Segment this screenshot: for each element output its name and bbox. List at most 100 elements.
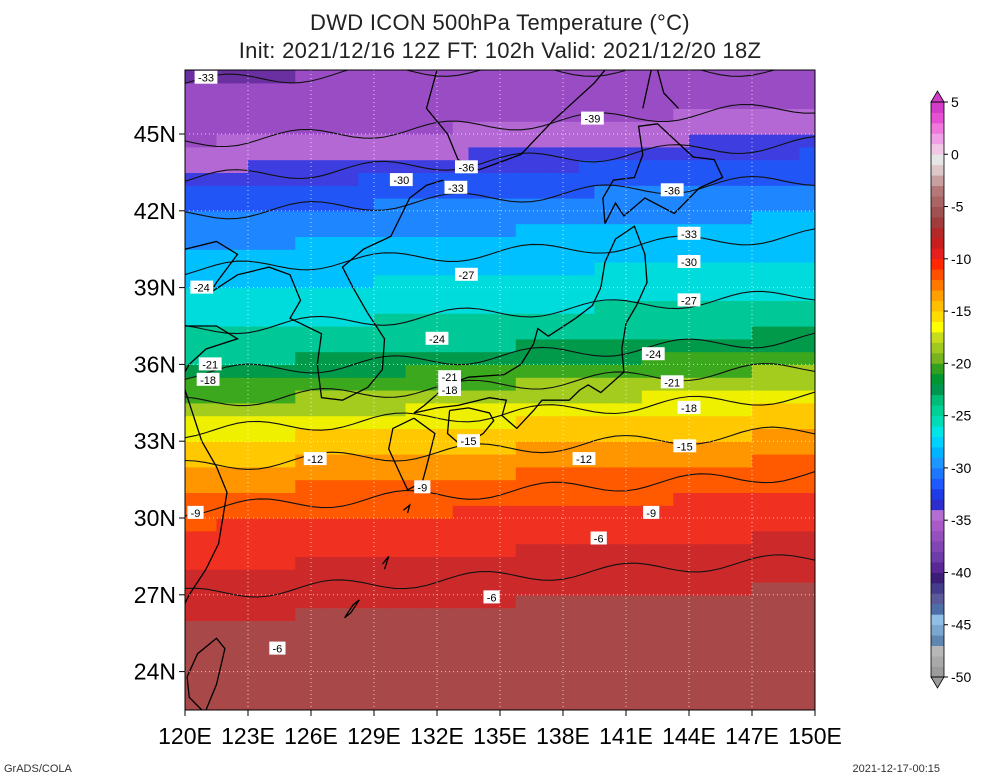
field-cell [563, 428, 579, 441]
field-cell [784, 518, 800, 531]
field-cell [673, 556, 689, 569]
field-cell [705, 185, 721, 198]
field-cell [421, 646, 437, 659]
field-cell [469, 672, 485, 685]
field-cell [610, 505, 626, 518]
field-cell [437, 531, 453, 544]
field-cell [689, 518, 705, 531]
field-cell [201, 620, 217, 633]
field-cell [453, 416, 469, 429]
field-cell [232, 582, 248, 595]
field-cell [437, 160, 453, 173]
field-cell [736, 454, 752, 467]
field-cell [201, 569, 217, 582]
field-cell [500, 134, 516, 147]
colorbar-segment [931, 593, 944, 604]
field-cell [705, 300, 721, 313]
field-cell [484, 620, 500, 633]
field-cell [248, 249, 264, 262]
field-cell [689, 608, 705, 621]
field-cell [736, 672, 752, 685]
field-cell [736, 224, 752, 237]
field-cell [453, 224, 469, 237]
contour-label: -24 [642, 347, 665, 361]
field-cell [610, 620, 626, 633]
field-cell [784, 672, 800, 685]
field-cell [500, 300, 516, 313]
field-cell [185, 198, 201, 211]
field-cell [406, 556, 422, 569]
field-cell [500, 83, 516, 96]
field-cell [343, 339, 359, 352]
field-cell [595, 595, 611, 608]
lat-tick-label: 27N [134, 582, 176, 608]
field-cell [689, 620, 705, 633]
field-cell [799, 505, 815, 518]
field-cell [563, 480, 579, 493]
field-cell [232, 70, 248, 83]
field-cell [595, 352, 611, 365]
field-cell [752, 492, 768, 505]
field-cell [311, 185, 327, 198]
field-cell [358, 531, 374, 544]
field-cell [799, 134, 815, 147]
field-cell [484, 697, 500, 710]
field-cell [799, 492, 815, 505]
field-cell [374, 608, 390, 621]
field-cell [469, 134, 485, 147]
field-cell [736, 633, 752, 646]
field-cell [547, 544, 563, 557]
field-cell [579, 492, 595, 505]
field-cell [626, 416, 642, 429]
field-cell [201, 659, 217, 672]
field-cell [610, 544, 626, 557]
colorbar-segment [931, 207, 944, 218]
field-cell [327, 518, 343, 531]
field-cell [595, 172, 611, 185]
field-cell [185, 492, 201, 505]
field-cell [721, 441, 737, 454]
field-cell [295, 147, 311, 160]
field-cell [500, 620, 516, 633]
field-cell [563, 134, 579, 147]
field-cell [295, 249, 311, 262]
field-cell [721, 672, 737, 685]
field-cell [626, 236, 642, 249]
field-cell [658, 620, 674, 633]
field-cell [421, 620, 437, 633]
colorbar-segment [931, 227, 944, 238]
field-cell [658, 608, 674, 621]
field-cell [469, 108, 485, 121]
field-cell [626, 262, 642, 275]
field-cell [280, 620, 296, 633]
field-cell [784, 480, 800, 493]
field-cell [295, 544, 311, 557]
colorbar-segment [931, 656, 944, 667]
field-cell [736, 467, 752, 480]
field-cell [736, 518, 752, 531]
field-cell [280, 595, 296, 608]
field-cell [689, 211, 705, 224]
colorbar-label: -10 [951, 251, 971, 267]
field-cell [784, 569, 800, 582]
field-cell [280, 428, 296, 441]
field-cell [658, 224, 674, 237]
field-cell [484, 326, 500, 339]
field-cell [516, 531, 532, 544]
field-cell [295, 697, 311, 710]
field-cell [327, 646, 343, 659]
field-cell [343, 403, 359, 416]
field-cell [705, 83, 721, 96]
field-cell [343, 518, 359, 531]
field-cell [532, 620, 548, 633]
field-cell [799, 211, 815, 224]
field-cell [579, 556, 595, 569]
field-cell [642, 172, 658, 185]
field-cell [264, 518, 280, 531]
field-cell [752, 108, 768, 121]
field-cell [248, 569, 264, 582]
field-cell [264, 556, 280, 569]
field-cell [311, 288, 327, 301]
